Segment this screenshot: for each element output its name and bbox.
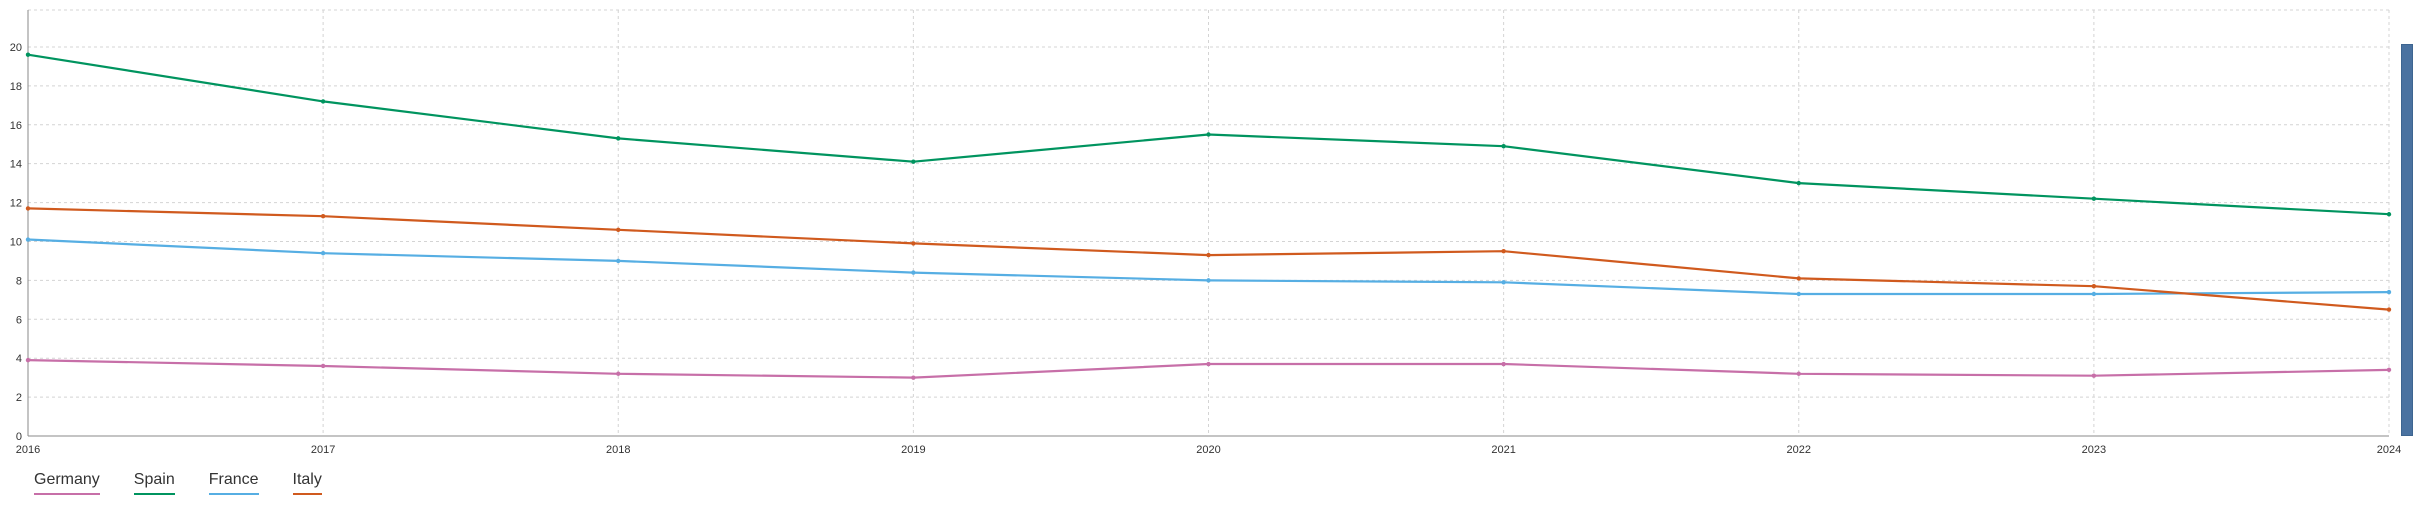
data-point-germany — [911, 375, 916, 380]
legend-item-italy[interactable]: Italy — [292, 470, 322, 495]
x-tick-label: 2024 — [2377, 444, 2401, 456]
y-axis-ticks: 0 2 4 6 8 10 12 14 16 18 20 — [10, 42, 22, 443]
legend-item-germany[interactable]: Germany — [34, 470, 100, 495]
data-point-spain — [1796, 180, 1801, 186]
y-tick-label: 12 — [10, 198, 22, 210]
x-tick-label: 2017 — [311, 444, 335, 456]
x-tick-label: 2018 — [606, 444, 630, 456]
y-tick-label: 2 — [16, 392, 22, 404]
legend-swatch — [292, 493, 322, 495]
data-point-france — [320, 250, 326, 256]
grid-lines — [28, 9, 2390, 436]
data-point-germany — [320, 363, 326, 369]
legend-item-spain[interactable]: Spain — [133, 470, 175, 495]
data-point-spain — [911, 159, 916, 164]
data-point-spain — [616, 136, 621, 141]
legend-swatch — [133, 493, 175, 495]
data-point-france — [911, 270, 916, 275]
data-point-spain — [2386, 212, 2392, 217]
y-tick-label: 10 — [10, 236, 22, 248]
axes — [27, 10, 2389, 437]
data-point-italy — [2386, 307, 2392, 312]
legend-swatch — [34, 493, 100, 495]
data-point-italy — [1796, 276, 1801, 281]
series-line-france — [27, 238, 2390, 296]
data-point-france — [1501, 280, 1506, 285]
data-point-france — [616, 258, 621, 264]
y-tick-label: 4 — [16, 353, 22, 365]
data-point-france — [1206, 278, 1211, 283]
y-tick-label: 14 — [10, 159, 22, 171]
data-point-germany — [1501, 361, 1506, 367]
y-tick-label: 16 — [10, 120, 22, 132]
data-point-italy — [1206, 252, 1211, 258]
x-tick-label: 2016 — [16, 444, 40, 456]
data-point-germany — [2091, 373, 2097, 378]
x-tick-label: 2022 — [1787, 444, 1811, 456]
data-point-germany — [2386, 367, 2392, 373]
data-point-france — [1796, 291, 1801, 297]
legend-label: Germany — [34, 471, 100, 488]
x-tick-label: 2020 — [1196, 444, 1220, 456]
data-point-spain — [2091, 196, 2097, 201]
data-point-germany — [616, 371, 621, 376]
data-point-italy — [25, 206, 31, 211]
data-point-france — [2091, 291, 2097, 297]
data-point-germany — [1796, 371, 1801, 376]
legend-item-france[interactable]: France — [208, 470, 259, 495]
legend-label: Spain — [133, 471, 175, 488]
zoom-scroll-handle[interactable] — [2401, 44, 2413, 436]
x-axis-ticks: 2016 2017 2018 2019 2020 2021 2022 2023 2024 — [16, 444, 2401, 456]
data-point-spain — [25, 52, 31, 57]
legend-swatch — [208, 493, 259, 495]
data-point-italy — [2091, 284, 2097, 289]
y-tick-label: 20 — [10, 42, 22, 54]
data-point-spain — [1501, 143, 1506, 149]
data-point-italy — [1501, 249, 1506, 254]
y-tick-label: 8 — [16, 275, 22, 287]
data-point-france — [2386, 289, 2392, 295]
legend-label: Italy — [292, 471, 322, 488]
y-tick-label: 18 — [10, 81, 22, 93]
y-tick-label: 6 — [16, 314, 22, 326]
data-point-germany — [25, 357, 31, 363]
data-point-italy — [911, 241, 916, 246]
x-tick-label: 2021 — [1491, 444, 1515, 456]
data-point-france — [25, 237, 31, 242]
data-point-italy — [320, 213, 326, 219]
data-point-germany — [1206, 361, 1211, 367]
x-tick-label: 2019 — [901, 444, 925, 456]
legend-label: France — [208, 471, 259, 488]
legend: Germany Spain France Italy — [34, 470, 322, 495]
data-point-spain — [1206, 132, 1211, 137]
y-tick-label: 0 — [16, 431, 22, 443]
data-point-spain — [320, 99, 326, 104]
series-points — [25, 52, 2392, 380]
data-point-italy — [616, 227, 621, 233]
x-tick-label: 2023 — [2082, 444, 2106, 456]
